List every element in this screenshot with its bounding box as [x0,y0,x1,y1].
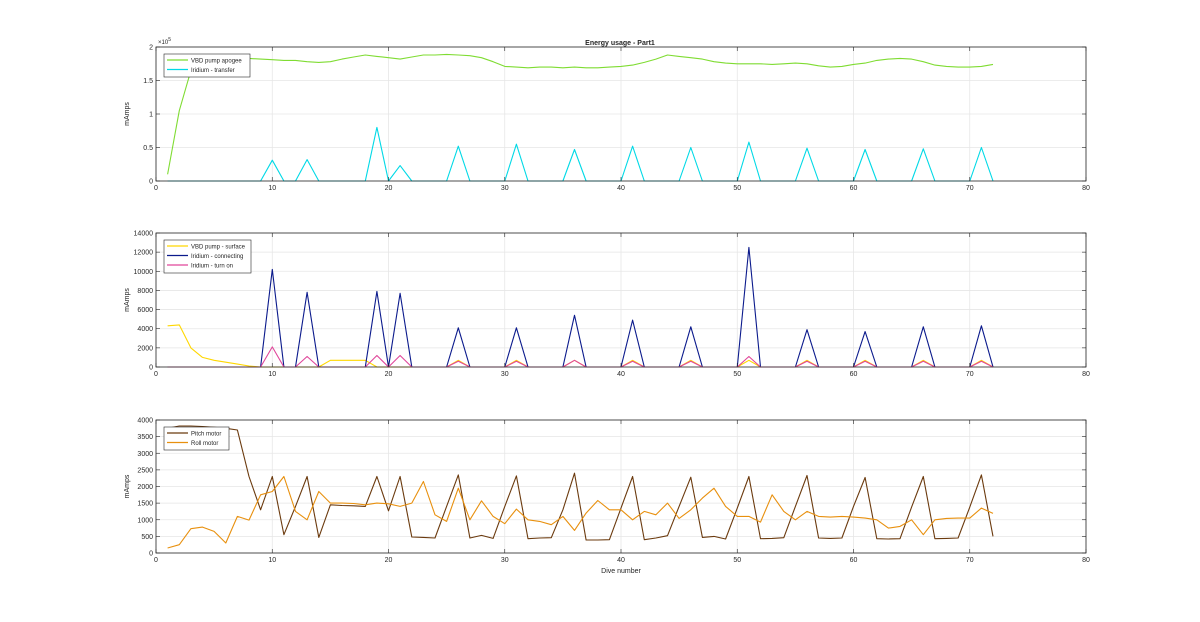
x-tick-label: 70 [966,185,974,192]
y-tick-label: 0.5 [143,145,153,152]
legend-label: Pitch motor [191,431,221,437]
plot-3: 0 10 20 30 40 50 60 70 80 0 500 1000 1500 2000 2500 300… [124,418,1090,576]
x-tick-label: 0 [154,557,158,564]
x-tick-label: 20 [385,557,393,564]
y-exponent-label: ×105 [158,37,171,46]
series-line-vbd-pump-apogee [167,53,994,175]
x-tick-label: 60 [850,371,858,378]
y-tick-label: 12000 [134,250,154,257]
legend-label: Iridium - turn on [191,263,233,269]
y-tick-label: 10000 [134,269,154,276]
y-tick-label: 3500 [137,434,153,441]
y-axis-label: mAmps [124,474,131,498]
legend: VBD pump - surface Iridium - connecting Ir… [163,239,252,274]
x-tick-label: 10 [268,557,276,564]
x-tick-label: 80 [1082,185,1090,192]
y-tick-label: 1 [149,112,153,119]
legend: VBD pump apogee Iridium - transfer [163,53,251,78]
y-tick-label: 6000 [137,307,153,314]
x-tick-label: 80 [1082,371,1090,378]
y-tick-label: 1500 [137,501,153,508]
legend-label: Iridium - transfer [191,68,235,74]
y-tick-label: 0 [149,365,153,372]
y-tick-label: 2000 [137,484,153,491]
x-tick-label: 30 [501,371,509,378]
legend-label: Iridium - connecting [191,254,243,260]
series-line-pitch-motor [167,425,994,541]
y-tick-label: 4000 [137,418,153,425]
x-tick-label: 40 [617,185,625,192]
x-tick-label: 30 [501,185,509,192]
y-tick-label: 2 [149,45,153,52]
y-axis-label: mAmps [124,288,131,312]
y-tick-label: 500 [141,534,153,541]
y-tick-label: 8000 [137,288,153,295]
plot-1: 0 10 20 30 40 50 60 70 80 0 0.5 1 1.5 2 ×105 mAmps VBD p… [124,37,1090,192]
legend: Pitch motor Roll motor [163,426,230,451]
y-tick-label: 1.5 [143,78,153,85]
y-tick-label: 1000 [137,517,153,524]
y-tick-label: 14000 [134,231,154,238]
y-tick-label: 0 [149,179,153,186]
x-tick-label: 0 [154,185,158,192]
x-tick-label: 40 [617,557,625,564]
y-tick-label: 2000 [137,345,153,352]
x-tick-label: 60 [850,185,858,192]
x-tick-label: 10 [268,371,276,378]
x-tick-label: 60 [850,557,858,564]
x-axis-label: Dive number [601,568,641,575]
x-tick-label: 70 [966,371,974,378]
x-tick-label: 70 [966,557,974,564]
y-tick-label: 3000 [137,451,153,458]
x-tick-label: 30 [501,557,509,564]
series-line-roll-motor [167,475,994,549]
x-tick-label: 50 [733,557,741,564]
legend-label: VBD pump apogee [191,58,242,64]
legend-label: VBD pump - surface [191,244,246,250]
figure-title: Energy usage - Part1 [585,40,655,47]
legend-label: Roll motor [191,441,218,447]
x-tick-label: 20 [385,185,393,192]
y-axis-label: mAmps [124,102,131,126]
x-tick-label: 10 [268,185,276,192]
y-exponent-power: 5 [168,37,171,43]
x-tick-label: 50 [733,185,741,192]
x-tick-label: 40 [617,371,625,378]
y-tick-label: 0 [149,551,153,558]
x-tick-label: 20 [385,371,393,378]
plot-2: 0 10 20 30 40 50 60 70 80 0 2000 4000 6000 8000 10000 1… [124,231,1090,379]
y-tick-label: 4000 [137,326,153,333]
y-tick-label: 2500 [137,467,153,474]
x-tick-label: 80 [1082,557,1090,564]
x-tick-label: 0 [154,371,158,378]
x-tick-label: 50 [733,371,741,378]
